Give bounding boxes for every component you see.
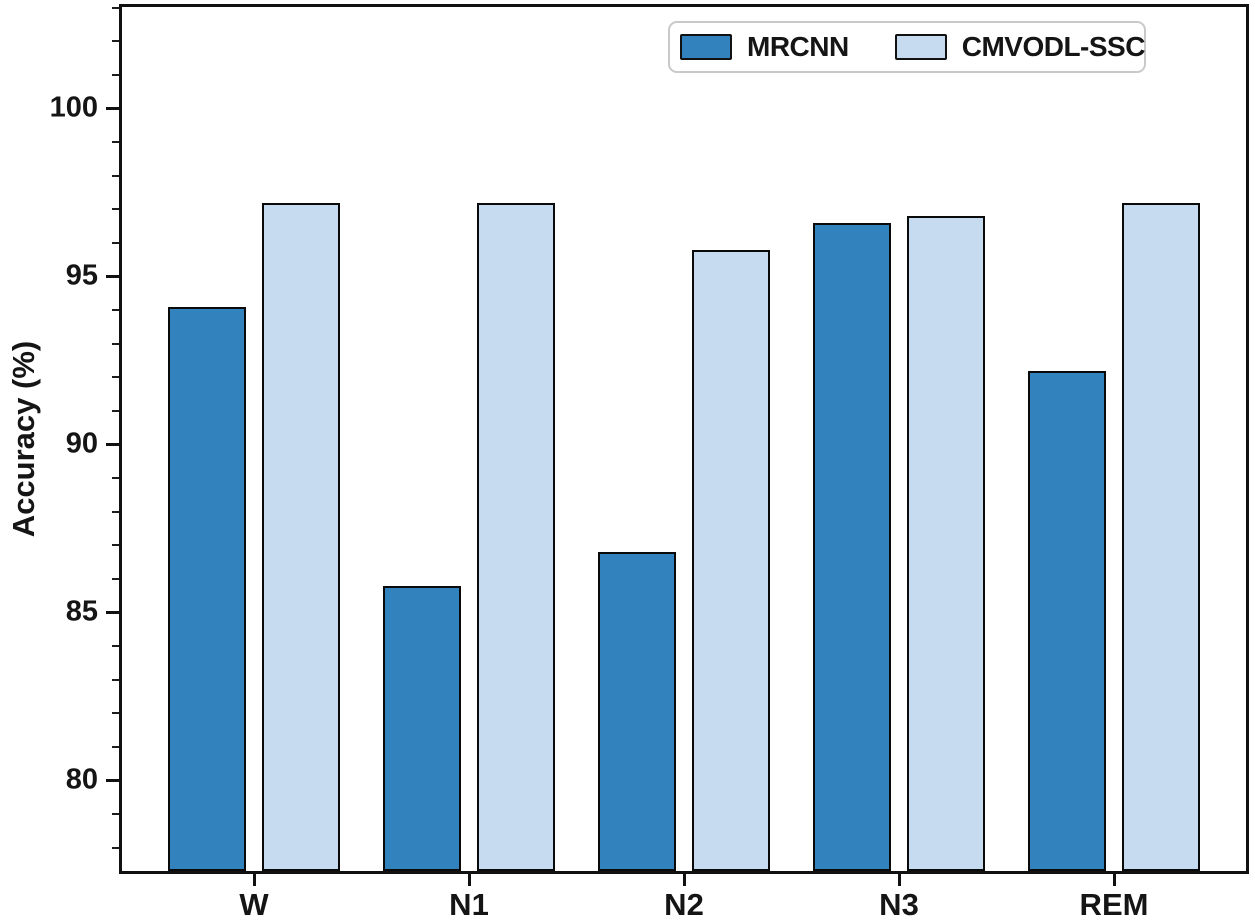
y-tick-mark-95	[106, 274, 119, 278]
y-tick-mark-100	[106, 106, 119, 110]
bar-mrcnn-rem	[1028, 370, 1106, 871]
bar-cmvodl-ssc-w	[262, 202, 340, 871]
x-tick-mark-n1	[467, 874, 471, 886]
legend-label-mrcnn: MRCNN	[747, 31, 849, 62]
y-tick-label-85: 85	[65, 595, 98, 628]
y-minor-tick-99	[112, 141, 119, 143]
x-tick-mark-w	[252, 874, 256, 886]
bar-mrcnn-n2	[598, 551, 676, 871]
bar-mrcnn-w	[168, 306, 246, 871]
legend: MRCNN CMVODL-SSC	[668, 21, 1146, 73]
plot-area	[119, 4, 1249, 874]
y-tick-label-90: 90	[65, 427, 98, 460]
bar-cmvodl-ssc-n3	[907, 215, 985, 871]
x-category-label-n1: N1	[449, 887, 489, 920]
y-minor-tick-88	[112, 510, 119, 513]
bar-cmvodl-ssc-n1	[477, 202, 555, 871]
y-minor-tick-87	[112, 544, 119, 547]
y-minor-tick-91	[112, 409, 119, 412]
x-tick-mark-rem	[1112, 874, 1116, 886]
y-minor-tick-84	[112, 644, 119, 647]
bar-cmvodl-ssc-n2	[692, 249, 770, 871]
legend-item-cmvodl-ssc: CMVODL-SSC	[894, 31, 1146, 62]
y-tick-mark-85	[106, 610, 119, 614]
legend-swatch-cmvodl-ssc	[894, 34, 947, 60]
y-minor-tick-81	[112, 745, 119, 748]
y-minor-tick-79	[112, 812, 119, 815]
y-minor-tick-94	[112, 309, 119, 311]
y-minor-tick-101	[112, 73, 119, 76]
legend-label-cmvodl-ssc: CMVODL-SSC	[961, 31, 1146, 62]
x-category-label-n3: N3	[879, 887, 919, 920]
y-minor-tick-93	[112, 342, 119, 345]
y-minor-tick-96	[112, 241, 119, 244]
legend-item-mrcnn: MRCNN	[680, 33, 849, 61]
y-minor-tick-89	[112, 477, 119, 479]
x-category-label-rem: REM	[1079, 887, 1149, 920]
y-minor-tick-102	[112, 40, 119, 43]
x-tick-mark-n2	[682, 874, 686, 886]
x-category-label-n2: N2	[664, 887, 704, 920]
y-minor-tick-82	[112, 712, 119, 715]
bar-cmvodl-ssc-rem	[1122, 202, 1200, 871]
y-minor-tick-83	[112, 678, 119, 681]
bar-mrcnn-n3	[813, 222, 891, 871]
y-tick-label-100: 100	[49, 91, 98, 124]
y-minor-tick-98	[112, 174, 119, 177]
y-minor-tick-103	[112, 6, 119, 9]
bar-mrcnn-n1	[383, 585, 461, 871]
y-tick-label-80: 80	[65, 763, 98, 796]
y-tick-label-95: 95	[65, 259, 98, 292]
legend-swatch-mrcnn	[680, 34, 732, 60]
y-minor-tick-97	[112, 208, 119, 211]
x-category-label-w: W	[239, 887, 269, 920]
y-minor-tick-86	[112, 577, 119, 580]
y-tick-mark-80	[106, 778, 119, 782]
x-tick-mark-n3	[897, 874, 901, 886]
y-minor-tick-92	[112, 376, 119, 379]
y-tick-mark-90	[106, 442, 119, 446]
y-minor-tick-78	[112, 846, 119, 849]
